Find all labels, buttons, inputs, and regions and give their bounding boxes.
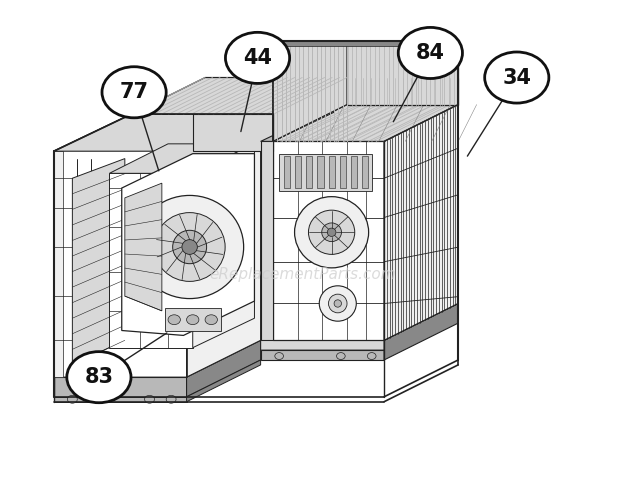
Polygon shape xyxy=(54,340,260,387)
Polygon shape xyxy=(273,141,384,340)
Polygon shape xyxy=(54,151,63,377)
Polygon shape xyxy=(260,350,384,360)
Polygon shape xyxy=(73,159,125,365)
Polygon shape xyxy=(273,41,458,45)
Polygon shape xyxy=(193,144,254,348)
Circle shape xyxy=(485,52,549,103)
Circle shape xyxy=(226,32,290,83)
Ellipse shape xyxy=(322,223,342,242)
Polygon shape xyxy=(109,144,254,173)
Polygon shape xyxy=(329,156,335,188)
Circle shape xyxy=(144,395,154,403)
Polygon shape xyxy=(125,183,162,311)
Polygon shape xyxy=(260,303,458,350)
Circle shape xyxy=(368,353,376,360)
Circle shape xyxy=(168,315,180,325)
Polygon shape xyxy=(317,156,324,188)
Circle shape xyxy=(68,395,78,403)
Polygon shape xyxy=(131,78,347,115)
Polygon shape xyxy=(362,156,368,188)
Polygon shape xyxy=(347,78,458,105)
Ellipse shape xyxy=(334,300,342,307)
Polygon shape xyxy=(284,156,290,188)
Polygon shape xyxy=(260,141,273,340)
Polygon shape xyxy=(109,173,193,348)
Polygon shape xyxy=(54,397,187,402)
Polygon shape xyxy=(384,105,458,340)
Polygon shape xyxy=(54,377,187,397)
Ellipse shape xyxy=(309,210,355,254)
Polygon shape xyxy=(273,105,458,141)
Polygon shape xyxy=(306,156,312,188)
Circle shape xyxy=(398,28,463,79)
Ellipse shape xyxy=(154,212,225,282)
Polygon shape xyxy=(187,340,260,397)
Text: 83: 83 xyxy=(84,367,113,387)
Circle shape xyxy=(275,353,283,360)
Polygon shape xyxy=(187,360,260,402)
Ellipse shape xyxy=(319,286,356,321)
Ellipse shape xyxy=(329,294,347,313)
Circle shape xyxy=(187,315,199,325)
Polygon shape xyxy=(295,156,301,188)
Circle shape xyxy=(67,352,131,403)
Text: 84: 84 xyxy=(416,43,445,63)
Text: 44: 44 xyxy=(243,48,272,68)
Circle shape xyxy=(205,315,218,325)
Ellipse shape xyxy=(182,240,197,254)
Ellipse shape xyxy=(172,230,206,264)
Polygon shape xyxy=(279,154,372,191)
Ellipse shape xyxy=(136,196,244,298)
Polygon shape xyxy=(273,41,347,141)
Polygon shape xyxy=(347,41,458,105)
Polygon shape xyxy=(384,303,458,360)
Polygon shape xyxy=(54,115,260,151)
Ellipse shape xyxy=(294,197,369,268)
Polygon shape xyxy=(122,154,254,335)
Circle shape xyxy=(102,67,166,118)
Polygon shape xyxy=(340,156,346,188)
Circle shape xyxy=(95,395,105,403)
Polygon shape xyxy=(351,156,357,188)
Polygon shape xyxy=(165,308,221,330)
Circle shape xyxy=(166,395,176,403)
Polygon shape xyxy=(187,115,260,377)
Text: eReplacementParts.com: eReplacementParts.com xyxy=(210,267,396,282)
Text: 34: 34 xyxy=(502,68,531,87)
Circle shape xyxy=(337,353,345,360)
Polygon shape xyxy=(193,115,273,151)
Polygon shape xyxy=(260,112,335,141)
Text: 77: 77 xyxy=(120,82,149,102)
Ellipse shape xyxy=(327,228,336,237)
